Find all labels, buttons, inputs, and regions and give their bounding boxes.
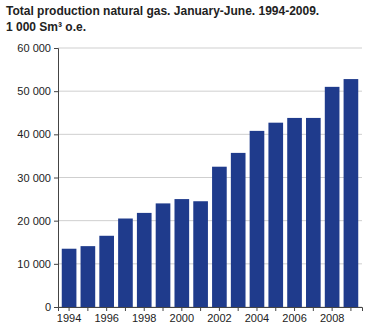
y-axis: 0 10 000 20 000 30 000 40 000 50 000 60 000 — [17, 42, 58, 313]
y-tick-mark — [54, 134, 58, 135]
bar — [156, 203, 171, 307]
y-axis-line — [54, 49, 59, 308]
x-tick: 2008 — [320, 307, 344, 324]
x-tick — [350, 307, 351, 311]
title: Total production natural gas. January-Ju… — [6, 4, 319, 18]
x-tick-mark — [87, 307, 88, 311]
bar — [137, 213, 152, 307]
x-tick-mark — [144, 307, 145, 311]
x-tick-mark — [294, 307, 295, 311]
x-tick-label: 1994 — [57, 312, 81, 324]
x-tick-label: 1998 — [132, 312, 156, 324]
x-axis: 1994 1996 1998 2000 2002 2004 2006 2008 — [57, 307, 363, 324]
x-tick — [313, 307, 314, 311]
grid-line — [58, 48, 362, 49]
y-tick: 50 000 — [17, 85, 58, 97]
y-tick: 60 000 — [17, 42, 58, 54]
bar — [250, 131, 265, 307]
bar — [231, 153, 246, 307]
x-tick — [200, 307, 201, 311]
bar — [99, 236, 114, 307]
y-tick-label: 30 000 — [17, 172, 51, 184]
x-tick — [238, 307, 239, 311]
bar — [193, 201, 208, 307]
x-tick-mark — [200, 307, 201, 311]
y-tick-label: 40 000 — [17, 128, 51, 140]
x-tick-label: 2006 — [282, 312, 306, 324]
bar — [62, 249, 77, 307]
bar — [287, 118, 302, 307]
bar — [268, 123, 283, 307]
x-tick-mark — [238, 307, 239, 311]
y-tick-label: 60 000 — [17, 42, 51, 54]
grid-line — [58, 91, 362, 92]
x-tick: 1994 — [57, 307, 81, 324]
y-tick-mark — [54, 178, 58, 179]
x-tick — [87, 307, 88, 311]
x-tick-label: 2004 — [245, 312, 269, 324]
x-tick-label: 2002 — [207, 312, 231, 324]
y-tick: 20 000 — [17, 215, 58, 227]
subtitle: 1 000 Sm³ o.e. — [6, 20, 86, 34]
x-tick: 2004 — [245, 307, 269, 324]
grid — [58, 48, 362, 307]
y-tick: 10 000 — [17, 258, 58, 270]
x-tick-mark — [163, 307, 164, 311]
x-tick — [275, 307, 276, 311]
x-tick — [163, 307, 164, 311]
x-tick-mark — [275, 307, 276, 311]
chart: Total production natural gas. January-Ju… — [0, 0, 370, 336]
plot: 0 10 000 20 000 30 000 40 000 50 000 60 000 199… — [17, 42, 362, 324]
bar — [212, 167, 227, 307]
x-tick-mark — [313, 307, 314, 311]
x-tick: 2000 — [170, 307, 194, 324]
bar — [174, 199, 189, 307]
x-tick — [125, 307, 126, 311]
x-tick: 1998 — [132, 307, 156, 324]
x-tick-mark — [256, 307, 257, 311]
x-tick: 2006 — [282, 307, 306, 324]
y-tick: 30 000 — [17, 172, 58, 184]
x-tick-mark — [350, 307, 351, 311]
x-tick-mark — [219, 307, 220, 311]
y-tick-mark — [54, 221, 58, 222]
x-tick-mark — [69, 307, 70, 311]
x-axis-line — [59, 308, 363, 312]
y-tick-mark — [54, 307, 58, 308]
x-tick: 1996 — [94, 307, 118, 324]
x-tick: 2002 — [207, 307, 231, 324]
bar — [81, 246, 96, 307]
bar — [118, 219, 133, 307]
bar — [344, 79, 359, 307]
y-tick-label: 50 000 — [17, 85, 51, 97]
y-tick-label: 20 000 — [17, 215, 51, 227]
y-tick: 40 000 — [17, 128, 58, 140]
x-tick-mark — [106, 307, 107, 311]
bars — [62, 79, 358, 307]
x-tick-mark — [332, 307, 333, 311]
y-tick-label: 10 000 — [17, 258, 51, 270]
bar — [325, 87, 340, 307]
bar — [306, 118, 321, 307]
y-tick-mark — [54, 264, 58, 265]
x-tick-label: 2000 — [170, 312, 194, 324]
x-tick-mark — [125, 307, 126, 311]
y-tick-label: 0 — [45, 301, 51, 313]
x-tick-label: 1996 — [94, 312, 118, 324]
x-tick-label: 2008 — [320, 312, 344, 324]
y-tick-mark — [54, 91, 58, 92]
x-tick-mark — [181, 307, 182, 311]
y-tick-mark — [54, 48, 58, 49]
